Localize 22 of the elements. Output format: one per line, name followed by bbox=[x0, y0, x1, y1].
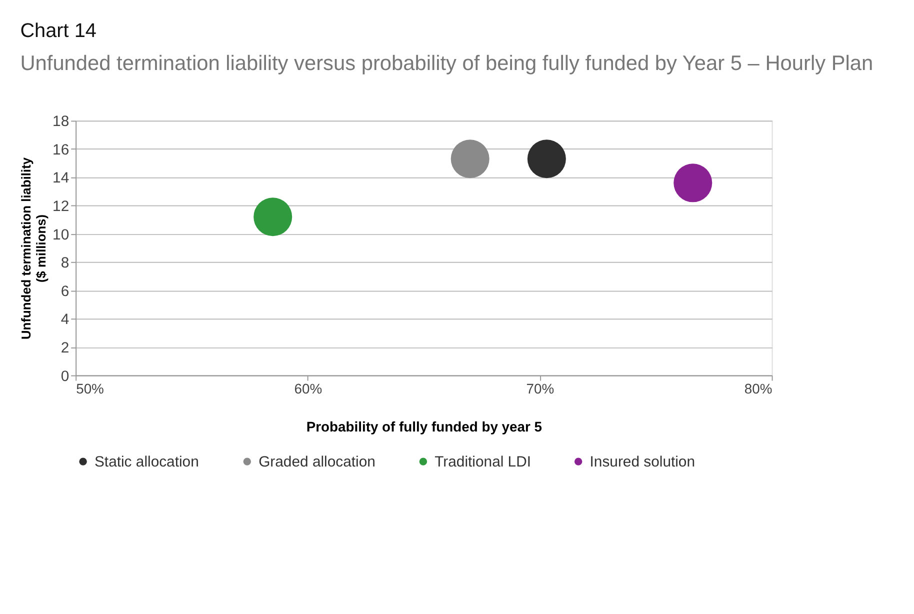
y-tick-label: 0 bbox=[60, 368, 70, 385]
y-tick-label: 18 bbox=[52, 114, 70, 130]
x-tick-label: 50% bbox=[76, 380, 104, 397]
y-tick-label: 10 bbox=[52, 227, 70, 244]
x-tick-label: 60% bbox=[294, 380, 322, 397]
y-tick-label: 16 bbox=[52, 142, 70, 158]
x-tick-label: 80% bbox=[744, 380, 772, 397]
legend-label: Static allocation bbox=[94, 454, 199, 471]
y-axis-title: Unfunded termination liability ($ millions) bbox=[18, 156, 49, 340]
x-tick-label: 70% bbox=[526, 380, 554, 397]
y-tick-label: 12 bbox=[52, 199, 70, 216]
chart-title: Chart 14 bbox=[20, 20, 96, 42]
legend-label: Insured solution bbox=[590, 454, 696, 471]
y-tick-label: 2 bbox=[60, 340, 70, 356]
legend-label: Graded allocation bbox=[258, 454, 376, 471]
y-tick-label: 6 bbox=[60, 284, 70, 300]
y-tick-label: 8 bbox=[60, 256, 70, 272]
chart-subtitle: Unfunded termination liability versus probability of being fully funded by Year 5 – Hourly Plan bbox=[20, 52, 874, 75]
y-tick-label: 4 bbox=[60, 312, 70, 328]
x-axis-title: Probability of fully funded by year 5 bbox=[306, 418, 542, 434]
y-tick-label: 14 bbox=[52, 170, 70, 187]
legend-label: Traditional LDI bbox=[434, 454, 532, 471]
